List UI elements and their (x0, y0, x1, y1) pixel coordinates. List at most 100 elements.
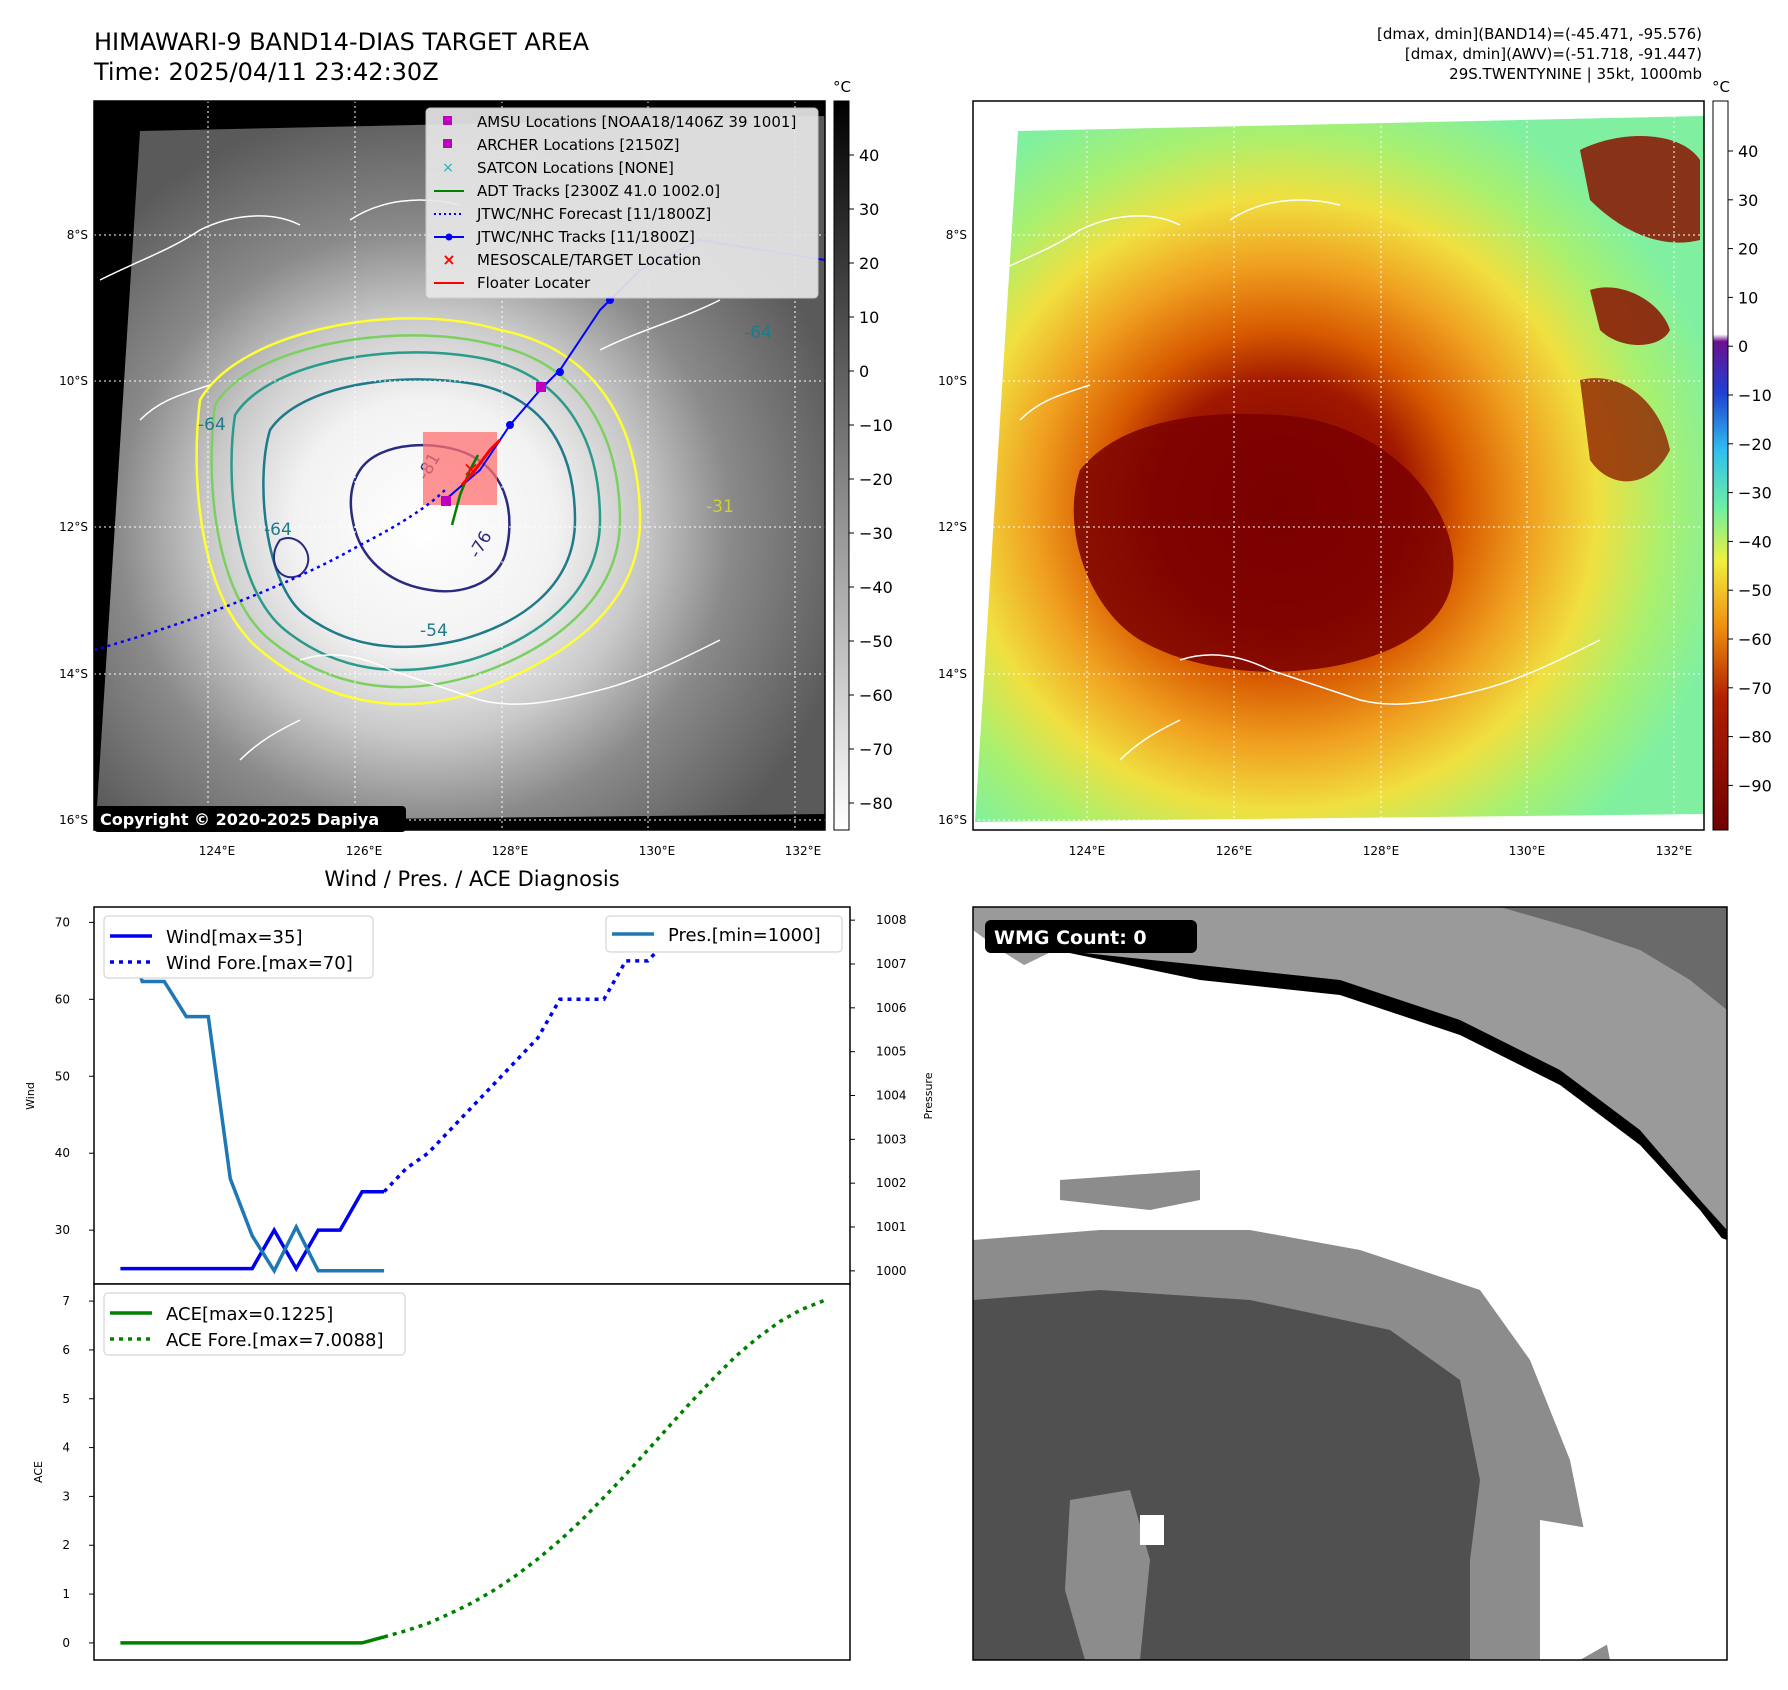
forecast-track (94, 489, 446, 652)
contour-darkteal (262, 378, 577, 649)
lon-label: 128°E (1363, 844, 1400, 858)
series-line-1 (383, 1299, 825, 1639)
contour-teal (230, 351, 602, 672)
legend-box (425, 107, 819, 299)
ytick-label: 1007 (876, 957, 907, 971)
wmg-gray-patch (1060, 1170, 1200, 1210)
wmg-label-box (985, 920, 1197, 953)
legend-archer-symbol (443, 139, 452, 148)
legend-entry: Floater Locater (477, 274, 591, 292)
colorbar-tick-label: −50 (859, 632, 893, 651)
ace-plot-lines (120, 1299, 825, 1645)
ir-map-panel: -64 -64 -54 -76 -81 -31 -64 (93, 100, 826, 832)
colorbar-tick-label: −70 (859, 740, 893, 759)
coastlines (99, 199, 721, 761)
ytick-label: 70 (55, 915, 70, 929)
colorbar-tick-label: −20 (859, 470, 893, 489)
wmg-frame (972, 906, 1728, 1661)
diagnosis-title: Wind / Pres. / ACE Diagnosis (324, 867, 619, 891)
awv-colorbar: °C 40 30 20 10 0 −10 −20 −30 −40 −50 −60 −70 −80 −90 (1712, 78, 1772, 831)
colorbar-tick-label: 40 (859, 146, 879, 165)
series-line-0 (120, 1635, 385, 1645)
ir-lon-labels: 124°E 126°E 128°E 130°E 132°E (199, 844, 822, 858)
series-line-2 (118, 919, 385, 1275)
info-storm: 29S.TWENTYNINE | 35kt, 1000mb (1449, 65, 1702, 83)
colorbar-tick-label: 20 (859, 254, 879, 273)
copyright-text: Copyright © 2020-2025 Dapiya (100, 810, 379, 829)
ir-colorbar: °C 40 30 20 10 0 −10 −20 −30 −40 −50 −60 −70 −80 (833, 78, 893, 831)
wind-yticks: 70 60 50 40 30 (55, 915, 94, 1237)
pressure-yticks: 1008 1007 1006 1005 1004 1003 1002 1001 1000 (850, 913, 907, 1278)
legend-target-symbol: × (442, 250, 455, 269)
awv-cell-e (1590, 287, 1670, 345)
wind-ylabel: Wind (24, 1082, 37, 1110)
lat-label: 12°S (938, 520, 967, 534)
wmg-label: WMG Count: 0 (994, 927, 1147, 949)
wmg-white-spot (1140, 1515, 1164, 1545)
ace-legend-box (103, 1292, 406, 1356)
colorbar-tick-label: −90 (1738, 776, 1772, 795)
ace-fore-legend-label: ACE Fore.[max=7.0088] (166, 1330, 384, 1351)
awv-colorbar-ticks: 40 30 20 10 0 −10 −20 −30 −40 −50 −60 −70 −80 −90 (1728, 142, 1772, 795)
legend-entry: SATCON Locations [NONE] (477, 159, 674, 177)
lat-label: 8°S (67, 228, 88, 242)
ytick-label: 7 (62, 1294, 70, 1308)
legend-entry: MESOSCALE/TARGET Location (477, 251, 701, 269)
legend-tracks-dot (445, 233, 453, 241)
ytick-label: 40 (55, 1146, 70, 1160)
lon-label: 130°E (639, 844, 676, 858)
ytick-label: 3 (62, 1489, 70, 1503)
colorbar-tick-label: −40 (859, 578, 893, 597)
lon-label: 132°E (785, 844, 822, 858)
contour-label: -64 (198, 415, 226, 435)
lat-label: 14°S (59, 667, 88, 681)
floater-locater (460, 438, 502, 486)
colorbar-tick-label: −50 (1738, 581, 1772, 600)
ace-yticks: 7 6 5 4 3 2 1 0 (62, 1294, 94, 1650)
contour-label: -64 (264, 520, 292, 540)
colorbar-tick-label: 10 (859, 308, 879, 327)
awv-lon-labels: 124°E 126°E 128°E 130°E 132°E (1069, 844, 1693, 858)
lon-label: 124°E (199, 844, 236, 858)
colorbar-tick-label: 40 (1738, 142, 1758, 161)
lon-label: 130°E (1509, 844, 1546, 858)
ytick-label: 50 (55, 1069, 70, 1083)
ace-legend-label: ACE[max=0.1225] (166, 1304, 333, 1325)
awv-cell-ne (1580, 136, 1700, 243)
pressure-ylabel: Pressure (922, 1072, 935, 1119)
time-stamp: Time: 2025/04/11 23:42:30Z (93, 58, 439, 86)
ytick-label: 1005 (876, 1045, 907, 1059)
awv-core (1073, 413, 1454, 672)
ace-chart: 7 6 5 4 3 2 1 0 ACE ACE[max=0.1225] ACE Fore.[m… (32, 1283, 851, 1661)
awv-gridlines (973, 101, 1704, 830)
ytick-label: 1000 (876, 1264, 907, 1278)
colorbar-tick-label: −20 (1738, 435, 1772, 454)
colorbar-tick-label: 0 (1738, 337, 1748, 356)
target-marker: × (463, 457, 480, 481)
lat-label: 8°S (946, 228, 967, 242)
wmg-darkest-area (973, 1290, 1480, 1660)
lon-label: 132°E (1656, 844, 1693, 858)
lat-label: 14°S (938, 667, 967, 681)
main-title: HIMAWARI-9 BAND14-DIAS TARGET AREA (94, 28, 590, 56)
colorbar-tick-label: −10 (1738, 386, 1772, 405)
legend-satcon-symbol: × (442, 160, 454, 176)
lat-label: 10°S (59, 374, 88, 388)
pres-legend-label: Pres.[min=1000] (668, 925, 821, 946)
copyright-box (94, 806, 406, 832)
map-legend: AMSU Locations [NOAA18/1406Z 39 1001] AR… (425, 107, 819, 299)
colorbar-tick-label: −70 (1738, 679, 1772, 698)
ytick-label: 1004 (876, 1089, 907, 1103)
ytick-label: 5 (62, 1392, 70, 1406)
lon-label: 126°E (346, 844, 383, 858)
colorbar-tick-label: −80 (1738, 728, 1772, 747)
pres-legend-box (605, 915, 843, 953)
wmg-panel: WMG Count: 0 (972, 906, 1728, 1661)
lat-label: 16°S (59, 813, 88, 827)
wmg-white-patch (1540, 1520, 1615, 1660)
lat-label: 12°S (59, 520, 88, 534)
awv-lat-labels: 8°S 10°S 12°S 14°S 16°S (938, 228, 967, 827)
ir-map-frame (93, 100, 826, 831)
colorbar-tick-label: 30 (1738, 191, 1758, 210)
